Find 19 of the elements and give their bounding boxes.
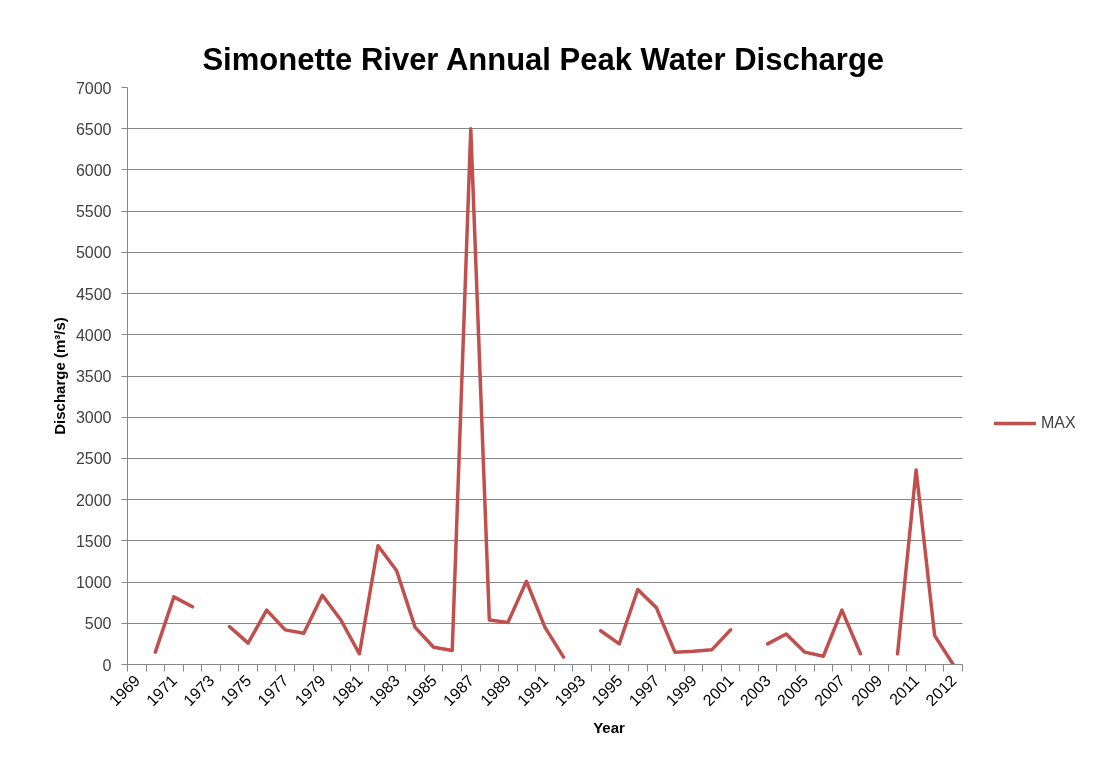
y-tick-label: 4000 — [75, 326, 112, 344]
y-tick-label: 5500 — [75, 203, 112, 221]
x-axis-title: Year — [593, 719, 626, 737]
y-tick-label: 4500 — [75, 285, 112, 303]
y-tick-label: 6500 — [75, 120, 112, 138]
y-tick-label: 500 — [84, 615, 112, 633]
y-tick-label: 6000 — [75, 161, 112, 179]
y-axis-title: Discharge (m³/s) — [50, 317, 68, 435]
y-tick-label: 2000 — [75, 491, 112, 509]
y-tick-label: 0 — [102, 656, 112, 674]
legend-label: MAX — [1041, 414, 1076, 433]
y-tick-label: 2500 — [75, 450, 112, 468]
y-tick-label: 1000 — [75, 574, 112, 592]
y-tick-label: 5000 — [75, 244, 112, 262]
y-tick-label: 3500 — [75, 368, 112, 385]
y-tick-label: 7000 — [75, 79, 112, 97]
chart-title: Simonette River Annual Peak Water Discharge — [202, 41, 885, 77]
y-tick-label: 1500 — [75, 532, 112, 550]
y-tick-label: 3000 — [75, 409, 112, 427]
